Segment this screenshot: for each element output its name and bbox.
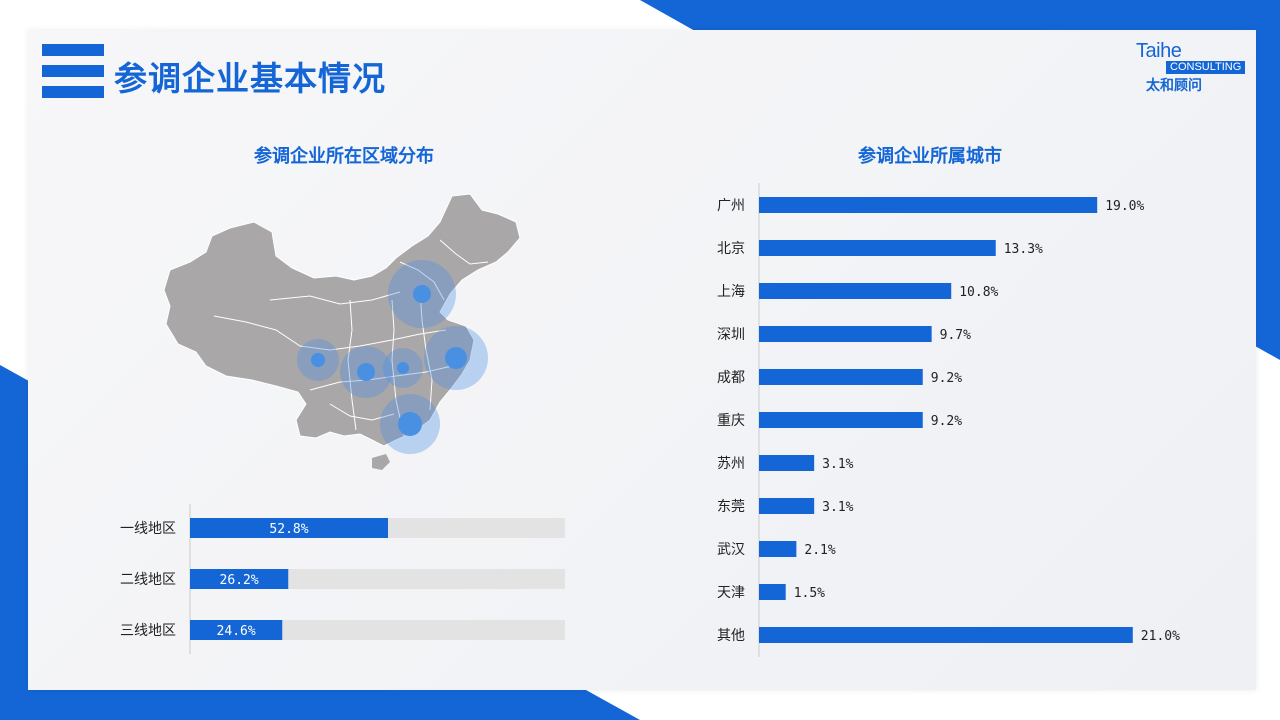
company-logo: Taihe CONSULTING 太和顾问: [1136, 40, 1246, 96]
bubble-shanghai: [445, 347, 467, 369]
region-bar: [190, 569, 289, 589]
city-category-label: 其他: [717, 628, 745, 644]
city-bar: [759, 412, 923, 428]
city-value-label: 3.1%: [822, 500, 853, 515]
city-bar: [759, 283, 952, 299]
city-category-label: 东莞: [717, 499, 745, 515]
region-bar-track: [190, 620, 565, 640]
city-category-label: 上海: [717, 284, 745, 300]
city-bar: [759, 326, 932, 342]
bubble-chengdu: [311, 353, 325, 367]
title-bars-icon: [42, 44, 104, 107]
city-value-label: 21.0%: [1141, 629, 1180, 644]
city-bubbles: [297, 260, 488, 454]
city-category-label: 重庆: [717, 413, 745, 429]
city-bar: [759, 498, 815, 514]
city-category-label: 北京: [717, 241, 745, 257]
city-category-label: 成都: [717, 370, 745, 386]
region-value-label: 52.8%: [269, 522, 308, 537]
region-chart-title: 参调企业所在区域分布: [254, 146, 434, 167]
region-category-label: 二线地区: [120, 572, 176, 588]
city-bar: [759, 197, 1098, 213]
page-title: 参调企业基本情况: [114, 59, 386, 98]
city-value-label: 9.2%: [931, 414, 962, 429]
city-chart-title: 参调企业所属城市: [858, 146, 1002, 167]
china-map-shape: [163, 193, 521, 447]
city-bar: [759, 455, 815, 471]
region-category-label: 三线地区: [120, 623, 176, 639]
city-bar: [759, 369, 923, 385]
city-bar: [759, 584, 786, 600]
region-bar: [190, 620, 283, 640]
city-value-label: 2.1%: [804, 543, 835, 558]
city-value-label: 13.3%: [1004, 242, 1043, 257]
bubble-wuhan: [397, 362, 409, 374]
region-value-label: 24.6%: [217, 624, 256, 639]
city-category-label: 广州: [717, 198, 745, 214]
bubble-beijing: [413, 285, 431, 303]
city-category-label: 武汉: [717, 542, 745, 558]
city-value-label: 9.7%: [940, 328, 971, 343]
city-category-label: 深圳: [717, 327, 745, 343]
city-bar: [759, 627, 1133, 643]
hainan-island-shape: [372, 454, 390, 470]
city-value-label: 1.5%: [794, 586, 825, 601]
city-category-label: 天津: [717, 585, 745, 601]
region-bar: [190, 518, 388, 538]
city-bar: [759, 541, 797, 557]
city-value-label: 10.8%: [959, 285, 998, 300]
logo-tagline: CONSULTING: [1166, 61, 1246, 74]
city-bar: [759, 240, 996, 256]
bubble-guangzhou: [398, 412, 422, 436]
city-value-label: 9.2%: [931, 371, 962, 386]
city-value-label: 19.0%: [1105, 199, 1144, 214]
city-category-label: 苏州: [717, 456, 745, 472]
bubble-chongqing: [357, 363, 375, 381]
logo-chinese-name: 太和顾问: [1146, 78, 1202, 94]
region-value-label: 26.2%: [220, 573, 259, 588]
province-borders: [213, 239, 489, 437]
logo-wordmark: Taihe: [1136, 40, 1182, 62]
region-category-label: 一线地区: [120, 521, 176, 537]
city-value-label: 3.1%: [822, 457, 853, 472]
